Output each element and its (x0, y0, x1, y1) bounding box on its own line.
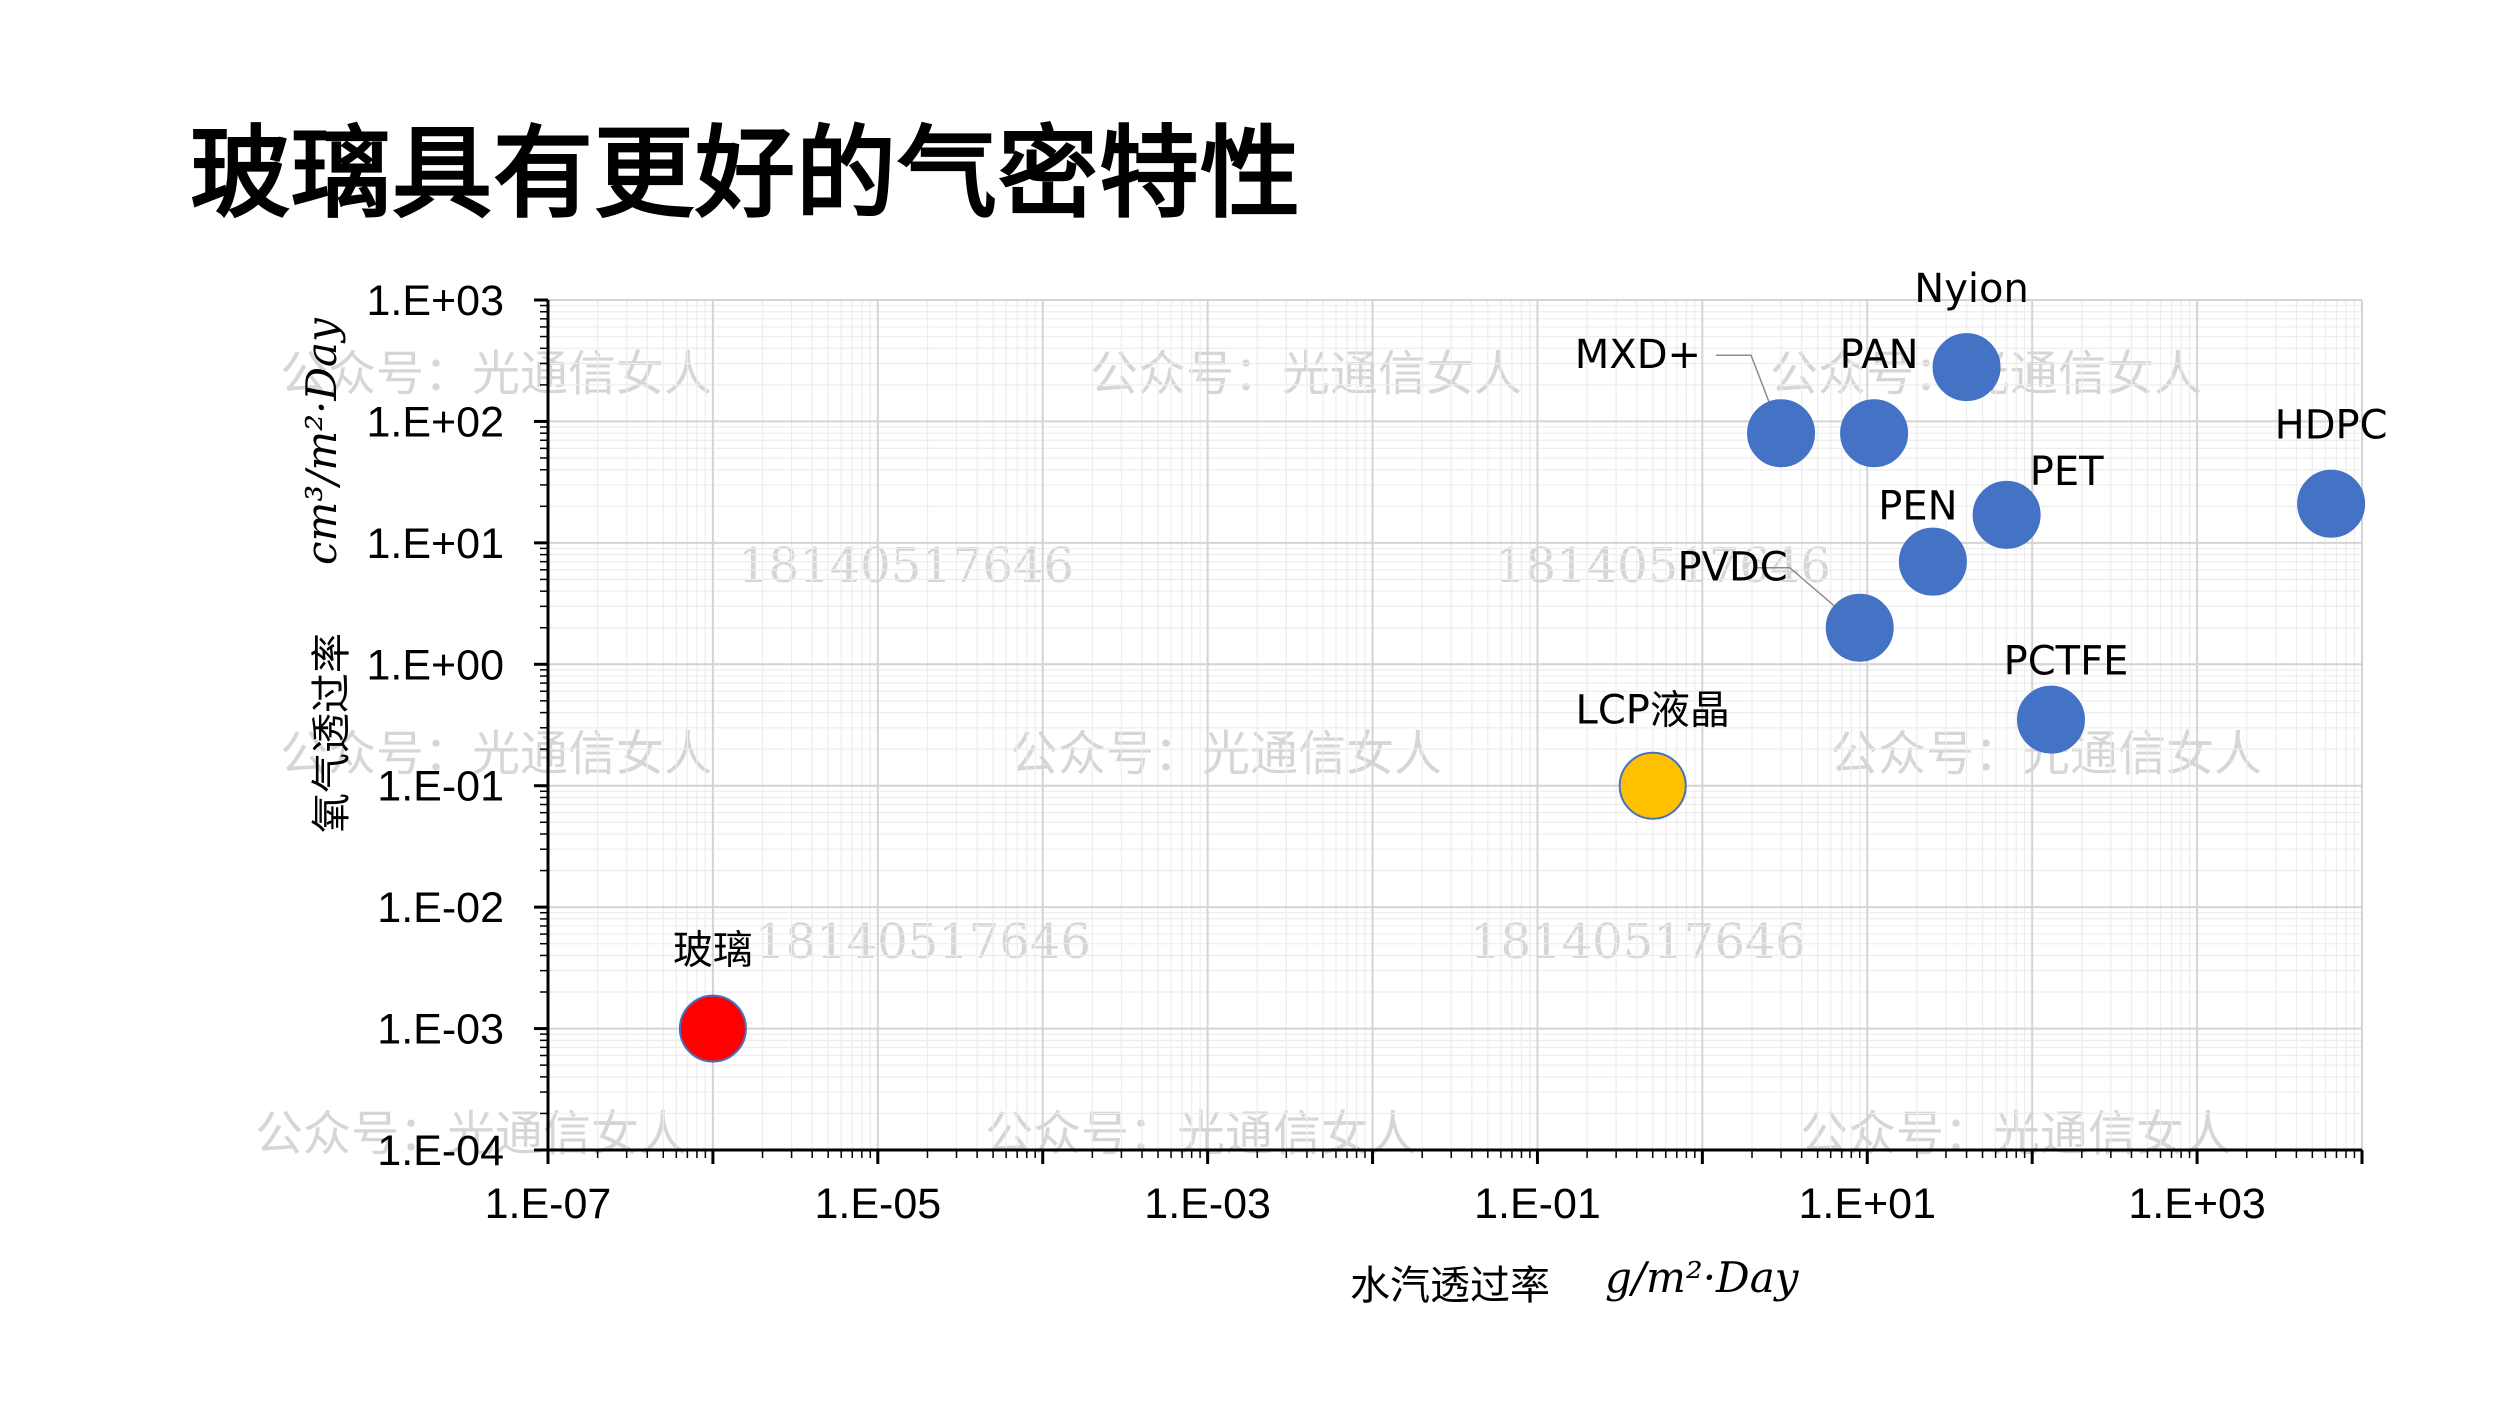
data-label: LCP液晶 (1576, 688, 1730, 734)
y-tick-label: 1.E-04 (377, 1127, 504, 1175)
watermark-text: 公众号：光通信女人 (985, 1106, 1417, 1162)
x-tick-label: 1.E+03 (2128, 1180, 2265, 1228)
y-tick-label: 1.E+00 (367, 641, 504, 689)
watermark-text: 公众号：光通信女人 (280, 726, 712, 782)
data-point-labels: 玻璃 LCP液晶 MXD+ PAN Nyion PET PEN PVDC PCTFE HDPC (673, 266, 2388, 973)
data-label: Nyion (1914, 266, 2029, 312)
x-tick-label: 1.E-07 (485, 1180, 612, 1228)
y-tick-label: 1.E-02 (377, 884, 504, 932)
watermark-text: 公众号：光通信女人 (1010, 726, 1442, 782)
data-point (1825, 593, 1894, 662)
data-label: 玻璃 (673, 928, 753, 974)
y-axis-label: 氧气透过率 (309, 633, 355, 833)
data-point (1972, 480, 2041, 549)
watermark-text: 18140517646 (1495, 538, 1831, 594)
y-tick-label: 1.E+01 (367, 520, 504, 568)
watermark-text: 18140517646 (1470, 914, 1806, 970)
data-point (1618, 751, 1687, 820)
y-tick-label: 1.E+03 (367, 277, 504, 325)
y-tick-label: 1.E-03 (377, 1006, 504, 1054)
data-label: PVDC (1678, 545, 1788, 591)
data-points (678, 333, 2366, 1063)
x-tick-label: 1.E-03 (1144, 1180, 1271, 1228)
data-label: PET (2030, 449, 2104, 495)
watermark-text: 18140517646 (738, 538, 1074, 594)
x-tick-label: 1.E+01 (1799, 1180, 1936, 1228)
data-point (2297, 469, 2366, 538)
data-point (1840, 399, 1909, 468)
watermark-text: 18140517646 (755, 914, 1091, 970)
x-axis-label: 水汽透过率 (1350, 1263, 1550, 1309)
x-axis-title: 水汽透过率 g/m²·Day (1350, 1253, 1800, 1309)
x-tick-label: 1.E-01 (1474, 1180, 1601, 1228)
x-axis-unit: g/m²·Day (1605, 1253, 1800, 1302)
y-axis-title: 氧气透过率 cm³/m²·Day (297, 317, 355, 833)
data-label: PCTFE (2004, 639, 2129, 685)
watermark-text: 公众号：光通信女人 (1090, 346, 1522, 402)
data-point (1898, 527, 1967, 596)
data-label: PAN (1840, 332, 1919, 378)
data-label: MXD+ (1575, 332, 1701, 378)
axes (534, 298, 2364, 1164)
y-tick-labels: 1.E+03 1.E+02 1.E+01 1.E+00 1.E-01 1.E-02 1.E-… (367, 277, 504, 1175)
data-label: HDPC (2275, 403, 2388, 449)
y-tick-label: 1.E-01 (377, 763, 504, 811)
data-label: PEN (1878, 484, 1957, 530)
watermark-text: 公众号：光通信女人 (280, 346, 712, 402)
data-point (1747, 399, 1816, 468)
y-axis-unit: cm³/m²·Day (297, 317, 346, 565)
y-tick-label: 1.E+02 (367, 398, 504, 446)
minor-gridlines (548, 300, 2362, 1150)
page-title: 玻璃具有更好的气密特性 (190, 115, 1301, 232)
data-point (2016, 685, 2085, 754)
data-point (678, 994, 747, 1063)
data-point (1932, 333, 2001, 402)
x-tick-labels: 1.E-07 1.E-05 1.E-03 1.E-01 1.E+01 1.E+03 (485, 1180, 2266, 1228)
x-tick-label: 1.E-05 (814, 1180, 941, 1228)
watermark-text: 公众号：光通信女人 (255, 1106, 687, 1162)
